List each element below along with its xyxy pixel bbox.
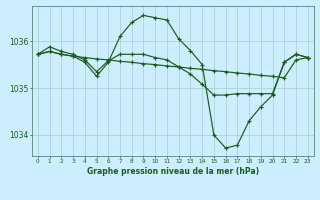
X-axis label: Graphe pression niveau de la mer (hPa): Graphe pression niveau de la mer (hPa) (87, 167, 259, 176)
